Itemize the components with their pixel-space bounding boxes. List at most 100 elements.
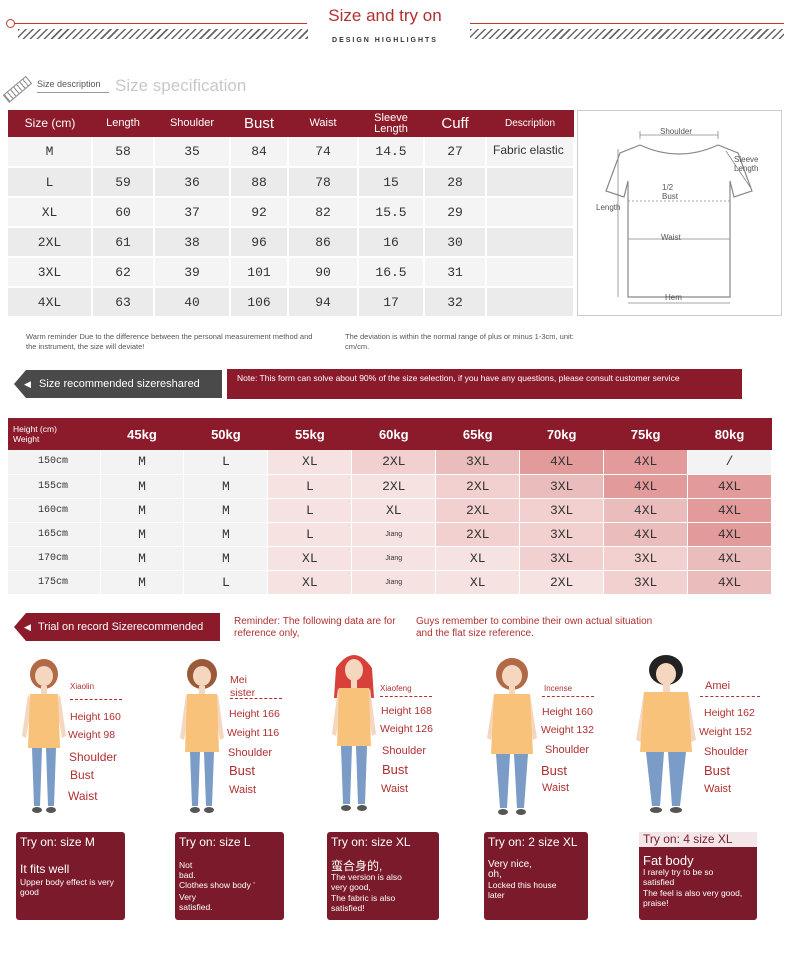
trial-comment: Not bad. bbox=[179, 860, 196, 880]
table-cell bbox=[486, 227, 575, 258]
col-header: Sleeve Length bbox=[358, 110, 424, 137]
table-row: 170cm M M XL Jiang XL 3XL 3XL 4XL bbox=[8, 546, 772, 571]
size-cell: 3XL bbox=[519, 474, 605, 499]
trial-card-incense: Try on: 2 size XL Very nice, oh, Locked … bbox=[484, 832, 588, 920]
table-cell: 63 bbox=[92, 287, 155, 318]
trial-comment: The version is also very good, bbox=[331, 872, 402, 892]
person-waist: Waist bbox=[542, 782, 570, 794]
table-cell: M bbox=[8, 137, 93, 168]
size-cell: M bbox=[100, 450, 185, 475]
size-cell: 2XL bbox=[435, 522, 521, 547]
size-cell: XL bbox=[435, 546, 521, 571]
weight-header: 70kg bbox=[519, 418, 604, 450]
table-row: 3XL 62 39 101 90 16.5 31 bbox=[8, 257, 575, 288]
height-cell: 165cm bbox=[8, 522, 101, 547]
col-header: Cuff bbox=[424, 110, 486, 137]
size-cell: 3XL bbox=[519, 522, 605, 547]
trial-comment: Upper body effect is very good bbox=[20, 877, 114, 897]
table-cell: 32 bbox=[424, 287, 487, 318]
weight-header: 60kg bbox=[351, 418, 436, 450]
trial-size: Try on: size XL bbox=[331, 835, 411, 849]
table-header-row: Size (cm) Length Shoulder Bust Waist Sle… bbox=[8, 110, 574, 137]
table-cell: 61 bbox=[92, 227, 155, 258]
size-cell: 4XL bbox=[603, 450, 689, 475]
table-cell: 38 bbox=[154, 227, 231, 258]
size-cell: XL bbox=[267, 570, 353, 595]
table-cell bbox=[486, 287, 575, 318]
person-figure-xiaolin bbox=[22, 659, 66, 813]
size-cell: Jiang bbox=[351, 570, 437, 595]
person-waist: Waist bbox=[381, 783, 409, 795]
table-cell: 29 bbox=[424, 197, 487, 228]
table-cell: 82 bbox=[288, 197, 359, 228]
size-cell: 2XL bbox=[351, 474, 437, 499]
height-weight-corner: Height (cm) Weight bbox=[8, 418, 100, 450]
col-header: Shoulder bbox=[154, 110, 230, 137]
trial-size: Try on: size M bbox=[20, 835, 95, 849]
trial-comment: It fits well bbox=[20, 862, 70, 876]
table-cell: 60 bbox=[92, 197, 155, 228]
size-cell: 2XL bbox=[435, 498, 521, 523]
person-waist: Waist bbox=[229, 784, 257, 796]
deviation-note-text: The deviation is within the normal range… bbox=[345, 332, 574, 351]
height-cell: 150cm bbox=[8, 450, 101, 475]
table-cell: 92 bbox=[230, 197, 289, 228]
trial-size: Try on: size L bbox=[179, 835, 251, 849]
col-header: Length bbox=[92, 110, 154, 137]
table-cell: 31 bbox=[424, 257, 487, 288]
header-rule-right bbox=[470, 23, 784, 24]
size-cell: 3XL bbox=[603, 570, 689, 595]
size-cell: M bbox=[100, 522, 185, 547]
size-cell: 3XL bbox=[519, 546, 605, 571]
table-cell: 16 bbox=[358, 227, 425, 258]
size-cell: M bbox=[183, 498, 269, 523]
table-cell: 17 bbox=[358, 287, 425, 318]
description-cell: Fabric elastic bbox=[486, 137, 575, 168]
size-cell: M bbox=[100, 570, 185, 595]
table-cell: 15.5 bbox=[358, 197, 425, 228]
col-header: Bust bbox=[230, 110, 288, 137]
person-waist: Waist bbox=[704, 783, 732, 795]
table-row: 150cm M L XL 2XL 3XL 4XL 4XL / bbox=[8, 450, 772, 475]
table-cell: 35 bbox=[154, 137, 231, 168]
person-weight: Weight 132 bbox=[541, 724, 594, 736]
size-cell: 3XL bbox=[603, 546, 689, 571]
table-cell: 94 bbox=[288, 287, 359, 318]
trial-card-amei: Try on: 4 size XL Fat body I rarely try … bbox=[639, 832, 757, 920]
sleeve-length-label: Sleeve Length bbox=[734, 155, 759, 173]
person-shoulder: Shoulder bbox=[545, 744, 590, 756]
size-cell: L bbox=[267, 474, 353, 499]
divider bbox=[380, 696, 432, 697]
person-shoulder: Shoulder bbox=[704, 746, 749, 758]
table-cell: 90 bbox=[288, 257, 359, 288]
person-figure-xiaofeng bbox=[332, 655, 376, 811]
person-bust: Bust bbox=[541, 763, 568, 778]
col-header: Size (cm) bbox=[8, 110, 92, 137]
size-cell: 4XL bbox=[603, 522, 689, 547]
size-cell: / bbox=[687, 450, 772, 475]
divider bbox=[542, 696, 594, 697]
trial-size: Try on: 2 size XL bbox=[488, 835, 578, 849]
table-cell: 36 bbox=[154, 167, 231, 198]
weight-corner-label: Weight bbox=[13, 434, 40, 444]
person-figure-amei bbox=[636, 655, 696, 813]
table-cell: 74 bbox=[288, 137, 359, 168]
size-cell: L bbox=[267, 498, 353, 523]
size-cell: Jiang bbox=[351, 546, 437, 571]
hem-label: Hem bbox=[665, 293, 682, 302]
size-cell: 4XL bbox=[603, 474, 689, 499]
table-cell: 62 bbox=[92, 257, 155, 288]
table-cell: L bbox=[8, 167, 93, 198]
trial-card-xiaolin: Try on: size M It fits well Upper body e… bbox=[16, 832, 125, 920]
size-spec-table: Size (cm) Length Shoulder Bust Waist Sle… bbox=[8, 110, 575, 318]
size-cell: XL bbox=[267, 450, 353, 475]
trial-size: Try on: 4 size XL bbox=[639, 832, 757, 847]
height-cell: 170cm bbox=[8, 546, 101, 571]
table-row: 165cm M M L Jiang 2XL 3XL 4XL 4XL bbox=[8, 522, 772, 547]
person-name: Mei sister bbox=[230, 674, 256, 699]
table-cell: 30 bbox=[424, 227, 487, 258]
size-cell: XL bbox=[435, 570, 521, 595]
size-specification-title: Size specification bbox=[115, 76, 247, 95]
size-cell: L bbox=[267, 522, 353, 547]
table-cell: 96 bbox=[230, 227, 289, 258]
